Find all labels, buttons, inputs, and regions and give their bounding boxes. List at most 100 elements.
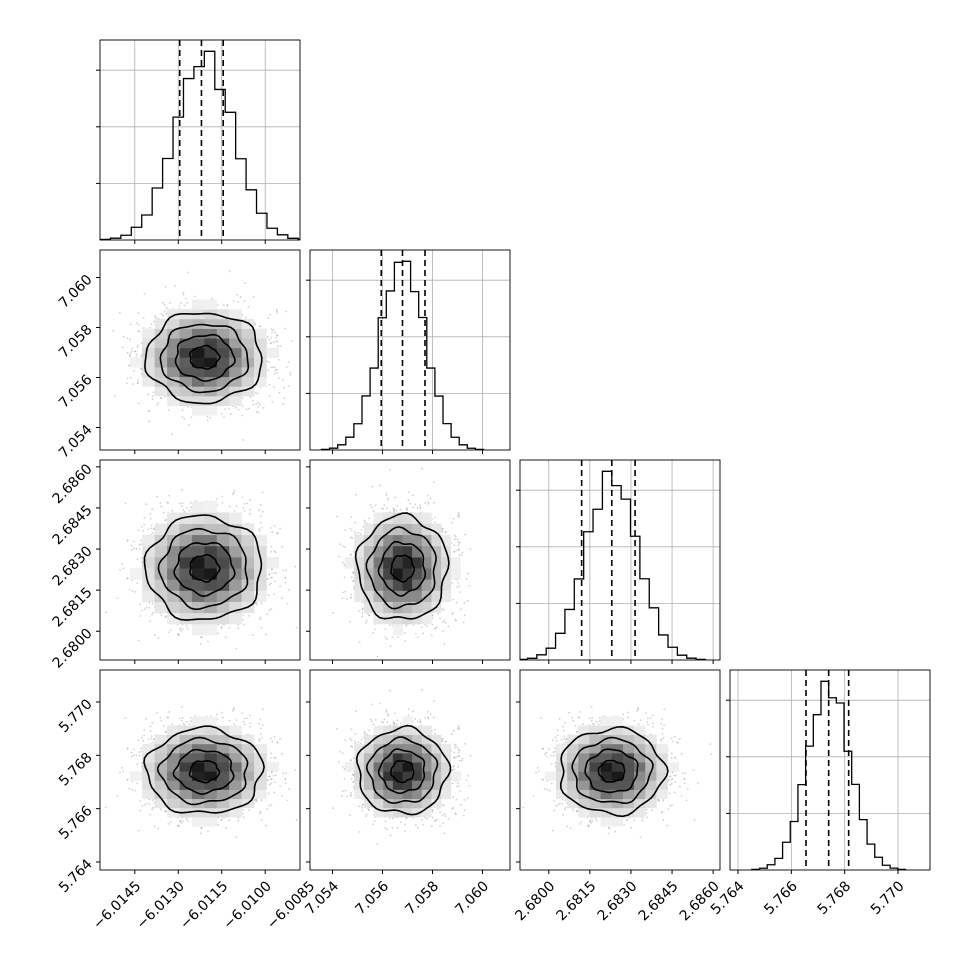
- sample-point: [433, 521, 436, 524]
- sample-point: [279, 527, 282, 530]
- sample-point: [288, 588, 290, 591]
- sample-point: [153, 528, 155, 531]
- sample-point: [140, 543, 143, 546]
- density-cell: [154, 318, 168, 329]
- sample-point: [139, 809, 142, 812]
- sample-point: [200, 636, 203, 639]
- sample-point: [409, 502, 412, 505]
- sample-point: [130, 755, 133, 758]
- sample-point: [276, 312, 279, 314]
- sample-point: [267, 317, 270, 320]
- density-cell: [229, 545, 242, 558]
- density-cell: [167, 396, 180, 407]
- density-cell: [167, 590, 180, 602]
- sample-point: [363, 519, 366, 522]
- sample-point: [268, 395, 271, 397]
- density-cell: [450, 568, 461, 580]
- sample-point: [183, 510, 186, 513]
- sample-point: [241, 618, 244, 621]
- sample-point: [237, 819, 240, 822]
- density-cell: [402, 512, 413, 524]
- density-cell: [229, 376, 242, 387]
- sample-point: [185, 297, 187, 300]
- sample-point: [231, 709, 234, 712]
- sample-point: [242, 614, 245, 616]
- sample-point: [355, 493, 357, 496]
- density-cell: [204, 568, 218, 580]
- sample-point: [343, 576, 346, 579]
- density-cell: [363, 590, 374, 602]
- contour-0: [188, 344, 221, 370]
- density-cell: [373, 545, 384, 558]
- sample-point: [267, 792, 270, 795]
- sample-point: [349, 527, 352, 530]
- sample-point: [183, 417, 186, 420]
- density-cell: [142, 568, 155, 580]
- sample-point: [129, 352, 132, 355]
- sample-point: [166, 716, 169, 719]
- sample-point: [338, 555, 340, 558]
- sample-point: [444, 531, 447, 533]
- sample-point: [140, 367, 143, 370]
- density-cell: [204, 579, 218, 591]
- sample-point: [272, 329, 275, 332]
- sample-point: [462, 621, 465, 624]
- sample-point: [272, 366, 274, 368]
- density-cell: [241, 557, 255, 569]
- sample-point: [222, 304, 225, 307]
- density-cell: [344, 557, 355, 569]
- sample-point: [162, 724, 165, 727]
- sample-point: [237, 408, 240, 411]
- sample-point: [457, 515, 459, 517]
- density-cell: [254, 579, 267, 591]
- density-cell: [431, 590, 442, 602]
- sample-point: [152, 611, 155, 614]
- density-cell: [229, 534, 242, 547]
- sample-point: [182, 509, 185, 511]
- sample-point: [437, 613, 440, 615]
- sample-point: [142, 739, 144, 742]
- sample-point: [268, 361, 271, 363]
- sample-point: [371, 485, 374, 488]
- sample-point: [139, 615, 142, 617]
- sample-point: [160, 505, 163, 508]
- sample-point: [281, 545, 284, 548]
- sample-point: [241, 314, 244, 316]
- sample-point: [134, 350, 137, 353]
- density-cell: [229, 347, 242, 358]
- sample-point: [285, 772, 288, 775]
- sample-point: [282, 772, 284, 775]
- sample-point: [243, 510, 246, 512]
- sample-point: [249, 725, 251, 728]
- sample-point: [271, 331, 273, 334]
- grid: [310, 250, 510, 450]
- sample-point: [126, 748, 129, 750]
- sample-point: [393, 509, 396, 511]
- sample-point: [276, 741, 279, 744]
- sample-point: [350, 536, 353, 539]
- sample-point: [376, 655, 379, 658]
- density-cell: [412, 557, 423, 569]
- sample-point: [284, 576, 287, 579]
- density-cell: [383, 534, 394, 547]
- sample-point: [458, 548, 460, 551]
- density-cell: [450, 557, 461, 569]
- density-cell: [204, 328, 218, 339]
- density-cell: [412, 568, 423, 580]
- sample-point: [135, 548, 138, 550]
- density-cell: [354, 534, 365, 547]
- sample-point: [136, 382, 139, 384]
- density-cell: [412, 534, 423, 547]
- density-cell: [216, 601, 230, 614]
- sample-point: [164, 616, 167, 619]
- sample-point: [152, 531, 154, 534]
- sample-point: [252, 403, 255, 406]
- density-cell: [179, 347, 193, 358]
- sample-point: [385, 638, 388, 640]
- density-cell: [383, 579, 394, 591]
- sample-point: [150, 524, 153, 527]
- sample-point: [253, 322, 256, 324]
- sample-point: [282, 379, 284, 381]
- density-cell: [179, 590, 193, 602]
- sample-point: [354, 533, 357, 536]
